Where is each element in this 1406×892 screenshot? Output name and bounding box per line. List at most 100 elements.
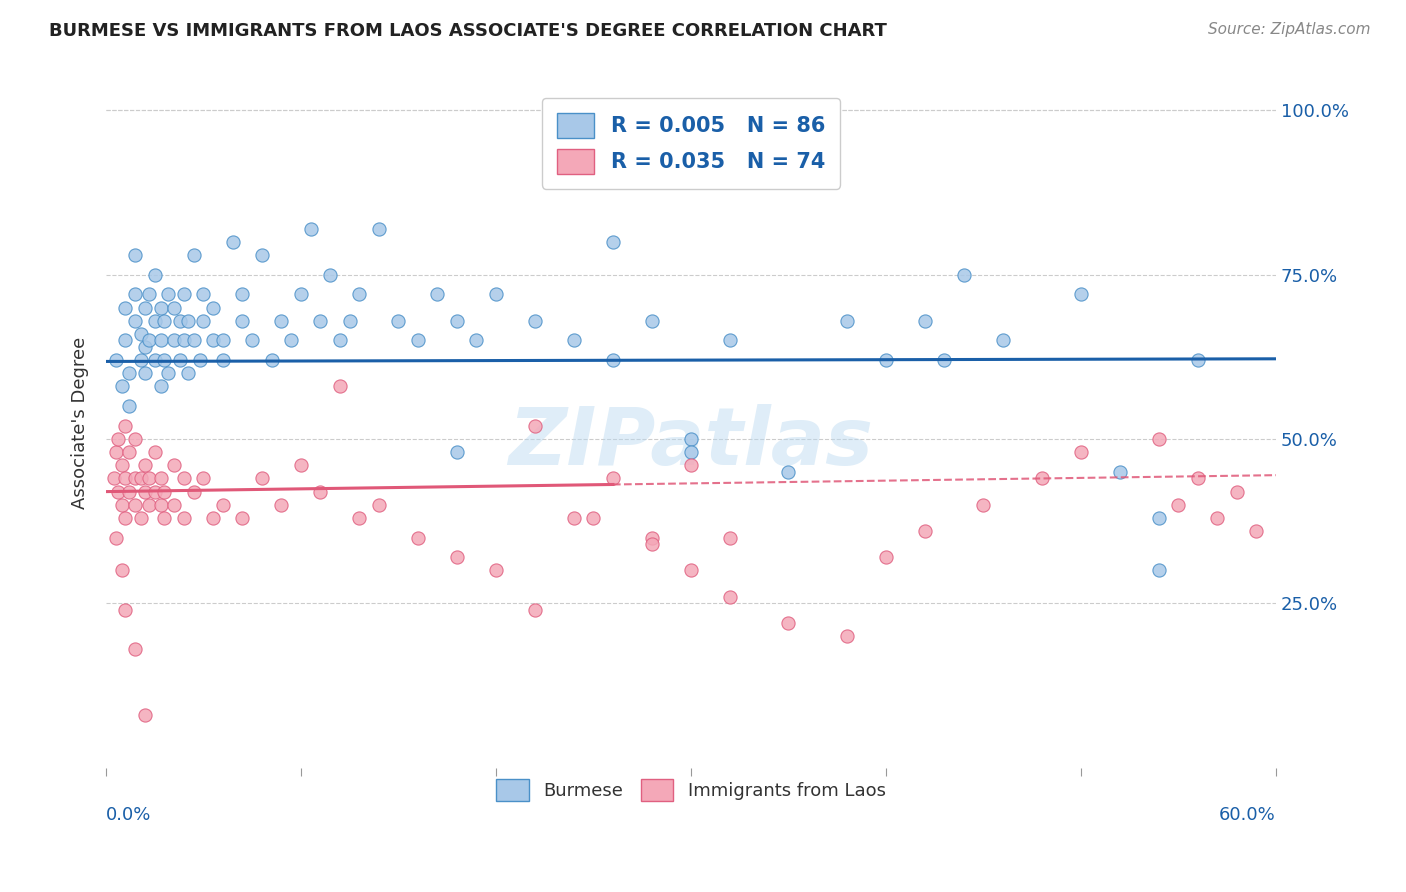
Point xyxy=(114,334,136,348)
Point xyxy=(406,531,429,545)
Text: 60.0%: 60.0% xyxy=(1219,805,1277,823)
Point xyxy=(134,301,156,315)
Point xyxy=(299,221,322,235)
Point xyxy=(679,458,702,473)
Point xyxy=(270,498,292,512)
Point xyxy=(835,629,858,643)
Point xyxy=(1147,511,1170,525)
Point xyxy=(778,616,800,631)
Point xyxy=(602,471,624,485)
Point xyxy=(485,564,508,578)
Point xyxy=(163,498,186,512)
Point xyxy=(319,268,342,282)
Point xyxy=(134,340,156,354)
Point xyxy=(212,498,235,512)
Point xyxy=(173,334,195,348)
Point xyxy=(129,511,152,525)
Point xyxy=(250,248,273,262)
Point xyxy=(1147,432,1170,446)
Point xyxy=(339,314,361,328)
Point xyxy=(143,314,166,328)
Legend: Burmese, Immigrants from Laos: Burmese, Immigrants from Laos xyxy=(486,771,894,811)
Point xyxy=(149,379,172,393)
Point xyxy=(183,248,205,262)
Point xyxy=(679,432,702,446)
Point xyxy=(104,353,127,368)
Point xyxy=(212,353,235,368)
Point xyxy=(124,642,146,657)
Point xyxy=(641,537,664,551)
Point xyxy=(163,301,186,315)
Point xyxy=(602,353,624,368)
Point xyxy=(129,353,152,368)
Point xyxy=(169,314,191,328)
Point xyxy=(1246,524,1268,538)
Point xyxy=(124,248,146,262)
Point xyxy=(118,484,141,499)
Point xyxy=(163,334,186,348)
Point xyxy=(114,301,136,315)
Point xyxy=(446,314,468,328)
Point xyxy=(124,314,146,328)
Point xyxy=(641,531,664,545)
Point xyxy=(114,511,136,525)
Point xyxy=(290,458,312,473)
Point xyxy=(149,334,172,348)
Point xyxy=(193,471,215,485)
Point xyxy=(202,334,225,348)
Point xyxy=(309,484,332,499)
Point xyxy=(193,287,215,301)
Point xyxy=(485,287,508,301)
Point xyxy=(231,287,253,301)
Point xyxy=(188,353,211,368)
Point xyxy=(118,399,141,413)
Point xyxy=(1070,287,1092,301)
Point xyxy=(124,498,146,512)
Point xyxy=(173,287,195,301)
Point xyxy=(562,334,585,348)
Point xyxy=(406,334,429,348)
Point xyxy=(149,498,172,512)
Point xyxy=(1206,511,1229,525)
Point xyxy=(972,498,994,512)
Point xyxy=(221,235,243,249)
Point xyxy=(138,471,160,485)
Point xyxy=(124,432,146,446)
Point xyxy=(953,268,976,282)
Point xyxy=(143,445,166,459)
Point xyxy=(1109,465,1132,479)
Point xyxy=(202,511,225,525)
Point xyxy=(143,353,166,368)
Point xyxy=(114,603,136,617)
Point xyxy=(1187,471,1209,485)
Point xyxy=(835,314,858,328)
Point xyxy=(138,334,160,348)
Point xyxy=(134,458,156,473)
Point xyxy=(107,432,129,446)
Point xyxy=(153,511,176,525)
Point xyxy=(387,314,409,328)
Point xyxy=(446,445,468,459)
Text: 0.0%: 0.0% xyxy=(105,805,152,823)
Point xyxy=(250,471,273,485)
Point xyxy=(641,314,664,328)
Point xyxy=(153,484,176,499)
Point xyxy=(177,366,200,380)
Text: ZIPatlas: ZIPatlas xyxy=(509,404,873,483)
Point xyxy=(173,471,195,485)
Point xyxy=(914,314,936,328)
Point xyxy=(523,314,546,328)
Point xyxy=(129,326,152,341)
Point xyxy=(718,531,741,545)
Point xyxy=(446,550,468,565)
Point xyxy=(934,353,956,368)
Point xyxy=(104,445,127,459)
Point xyxy=(124,287,146,301)
Point xyxy=(118,366,141,380)
Point xyxy=(114,471,136,485)
Point xyxy=(349,511,371,525)
Point xyxy=(231,511,253,525)
Point xyxy=(1167,498,1189,512)
Y-axis label: Associate's Degree: Associate's Degree xyxy=(72,336,89,508)
Point xyxy=(143,268,166,282)
